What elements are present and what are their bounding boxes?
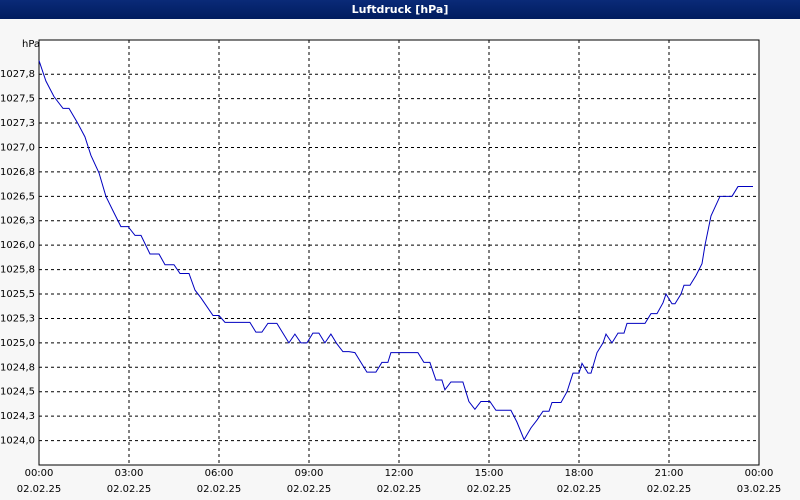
y-tick-label: 1024,8 [0, 362, 35, 373]
y-tick-label: 1024,0 [0, 436, 35, 447]
x-tick-label: 21:00 [655, 468, 684, 479]
x-tick-label: 15:00 [475, 468, 504, 479]
y-tick-label: 1026,8 [0, 167, 35, 178]
x-tick-label: 00:00 [745, 468, 774, 479]
x-tick-date: 03.02.25 [737, 484, 782, 495]
y-tick-label: 1027,8 [0, 69, 35, 80]
x-tick-date: 02.02.25 [377, 484, 422, 495]
y-tick-label: 1027,3 [0, 118, 35, 129]
x-tick-label: 12:00 [385, 468, 414, 479]
x-tick-label: 03:00 [115, 468, 144, 479]
y-tick-label: 1025,8 [0, 265, 35, 276]
y-axis-label: hPa [22, 39, 40, 50]
y-tick-label: 1024,5 [0, 387, 35, 398]
y-tick-label: 1026,3 [0, 216, 35, 227]
data-line [38, 60, 753, 441]
y-tick-label: 1026,0 [0, 240, 35, 251]
x-tick-date: 02.02.25 [557, 484, 602, 495]
x-tick-label: 00:00 [25, 468, 54, 479]
y-tick-label: 1025,0 [0, 338, 35, 349]
title-bar: Luftdruck [hPa] [0, 0, 800, 19]
y-tick-label: 1025,3 [0, 313, 35, 324]
x-tick-date: 02.02.25 [467, 484, 512, 495]
y-tick-label: 1024,3 [0, 411, 35, 422]
x-tick-date: 02.02.25 [647, 484, 692, 495]
x-tick-label: 06:00 [205, 468, 234, 479]
x-tick-label: 18:00 [565, 468, 594, 479]
x-tick-date: 02.02.25 [17, 484, 62, 495]
x-tick-label: 09:00 [295, 468, 324, 479]
x-tick-date: 02.02.25 [197, 484, 242, 495]
y-tick-label: 1026,5 [0, 191, 35, 202]
x-tick-date: 02.02.25 [107, 484, 152, 495]
y-tick-label: 1027,0 [0, 142, 35, 153]
y-tick-label: 1027,5 [0, 94, 35, 105]
y-tick-label: 1025,5 [0, 289, 35, 300]
chart: hPa 1024,0 1024,3 1024,5 1024,8 1025,0 1025,3… [0, 39, 782, 495]
x-tick-date: 02.02.25 [287, 484, 332, 495]
